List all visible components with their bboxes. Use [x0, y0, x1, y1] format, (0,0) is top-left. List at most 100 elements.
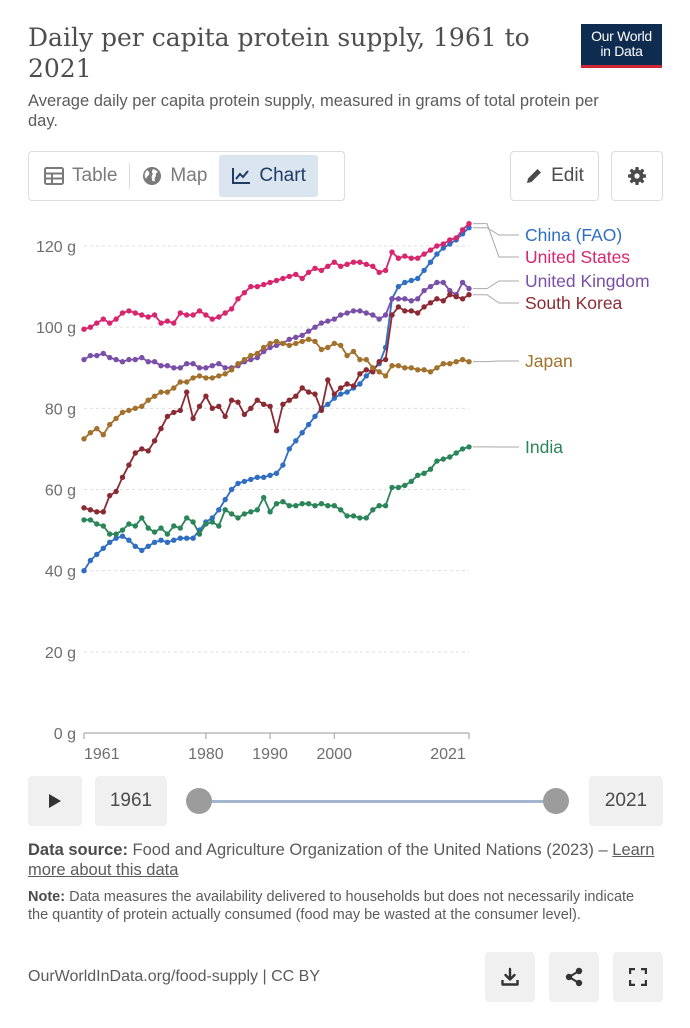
tab-chart[interactable]: Chart [219, 155, 318, 197]
timeline-end-year[interactable]: 2021 [589, 776, 663, 826]
source-label: Data source: [28, 841, 128, 859]
data-point [440, 245, 446, 251]
data-point [267, 472, 273, 478]
data-point [286, 503, 292, 509]
y-tick-label: 80 g [45, 401, 76, 418]
data-point [145, 448, 151, 454]
data-point [151, 529, 158, 535]
y-tick-label: 0 g [54, 726, 76, 743]
data-point [312, 503, 318, 509]
edit-button[interactable]: Edit [510, 151, 599, 201]
data-point [132, 310, 138, 316]
data-point [190, 519, 196, 525]
data-point [376, 369, 382, 375]
data-point [331, 316, 337, 322]
data-point [113, 415, 119, 422]
data-point [312, 265, 318, 271]
timeline-slider-track[interactable] [198, 800, 558, 803]
y-tick-label: 20 g [45, 645, 76, 662]
data-point [434, 279, 440, 286]
data-point [209, 316, 215, 322]
data-point [164, 539, 171, 545]
data-point [350, 348, 357, 355]
data-point [325, 344, 331, 351]
data-point [293, 393, 299, 399]
data-point [325, 377, 331, 383]
timeline-start-year[interactable]: 1961 [95, 776, 167, 826]
data-point [338, 507, 344, 513]
data-point [228, 511, 235, 517]
y-tick-label: 60 g [45, 483, 76, 500]
data-point [164, 318, 171, 324]
data-point [184, 312, 190, 318]
data-point [427, 283, 434, 290]
data-point [344, 513, 350, 519]
data-point [305, 269, 312, 276]
data-point [466, 221, 472, 227]
data-point [139, 547, 145, 554]
data-point [357, 356, 363, 363]
data-point [273, 501, 280, 507]
data-point [415, 255, 421, 261]
data-point [87, 557, 94, 564]
data-point [376, 316, 382, 322]
data-point [389, 312, 395, 318]
data-point [196, 308, 203, 314]
learn-more-link[interactable]: Learn more about this data [28, 841, 655, 879]
data-point [132, 543, 138, 549]
data-point [261, 401, 267, 407]
data-point [139, 515, 145, 521]
download-button[interactable] [485, 952, 535, 1002]
data-point [312, 413, 318, 420]
note-text: Data measures the availability delivered… [28, 889, 635, 923]
pencil-icon [527, 169, 542, 183]
data-point [415, 472, 421, 478]
tab-table[interactable]: Table [32, 155, 129, 197]
timeline-start-handle[interactable] [186, 788, 212, 814]
data-point [318, 320, 325, 326]
data-point [267, 340, 273, 347]
timeline-end-handle[interactable] [543, 788, 569, 814]
data-point [305, 501, 312, 507]
data-point [139, 354, 145, 361]
line-chart: 0 g 20 g 40 g 60 g 80 g 100 g 120 g 1961 1980 199… [36, 221, 650, 763]
legend-connector [473, 294, 519, 304]
data-point [389, 296, 395, 302]
data-point [273, 338, 280, 345]
gear-icon [628, 167, 646, 185]
data-point [119, 533, 126, 539]
share-button[interactable] [549, 952, 599, 1002]
data-point [408, 365, 414, 371]
data-point [267, 344, 273, 351]
data-point [395, 255, 402, 261]
data-source: Data source: Food and Agriculture Organi… [28, 840, 658, 880]
x-tick-label: 2000 [316, 746, 352, 763]
data-point [376, 359, 382, 365]
data-point [267, 509, 273, 515]
data-point [459, 296, 466, 302]
owid-logo[interactable]: Our World in Data [581, 24, 662, 68]
data-point [280, 462, 286, 468]
data-point [248, 405, 254, 411]
play-button[interactable] [28, 776, 82, 826]
data-point [235, 361, 241, 367]
logo-line-2: in Data [600, 43, 643, 59]
logo-line-1: Our World [591, 28, 652, 44]
data-point [177, 365, 183, 371]
data-point [440, 241, 446, 247]
data-point [132, 450, 138, 456]
tab-map[interactable]: Map [130, 155, 219, 197]
fullscreen-button[interactable] [613, 952, 663, 1002]
data-point [119, 359, 126, 365]
data-point [107, 539, 113, 545]
data-point [273, 470, 280, 476]
data-point [447, 287, 453, 294]
data-point [344, 310, 350, 316]
data-point [119, 310, 126, 316]
data-point [126, 356, 132, 363]
attribution[interactable]: OurWorldInData.org/food-supply | CC BY [28, 968, 320, 985]
data-point [228, 306, 235, 312]
data-point [280, 499, 286, 505]
data-point [113, 356, 119, 363]
settings-button[interactable] [611, 151, 663, 201]
